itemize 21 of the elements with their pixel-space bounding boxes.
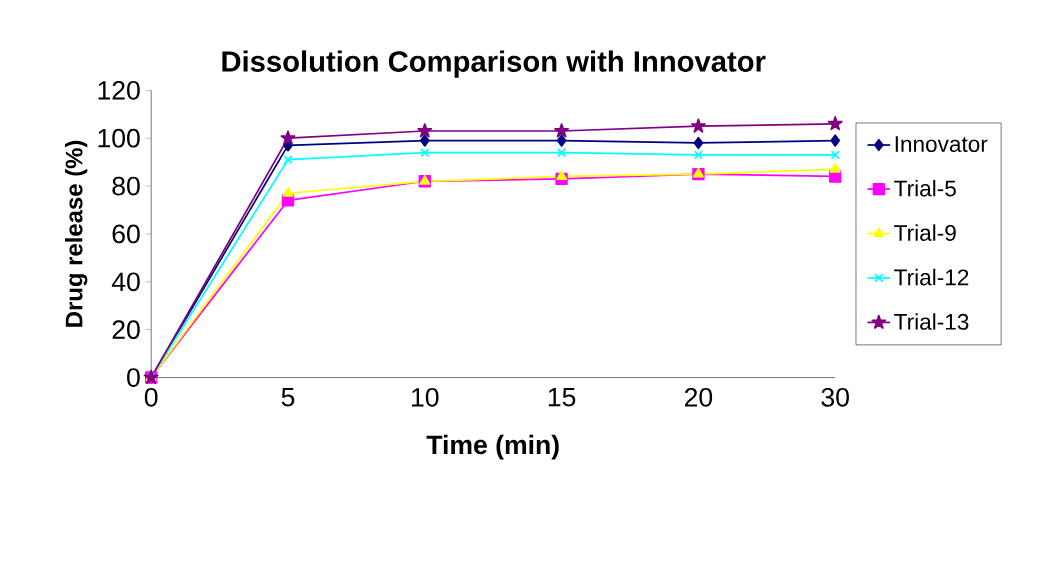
y-tick-label: 100 [98, 128, 140, 148]
x-tick-label: 0 [144, 387, 158, 407]
legend-label: Trial-5 [894, 179, 956, 197]
legend-label: Trial-12 [894, 268, 969, 286]
y-tick-label: 20 [112, 320, 140, 340]
x-tick-label: 5 [281, 387, 295, 407]
x-tick-label: 20 [684, 387, 713, 407]
legend-label: Innovator [895, 136, 988, 153]
x-tick-label: 30 [821, 387, 849, 407]
y-tick-label: 40 [111, 272, 140, 292]
x-axis-title: Time (min) [426, 434, 559, 460]
y-tick-label: 60 [112, 224, 140, 244]
y-tick-label: 80 [112, 176, 140, 196]
x-tick-label: 15 [548, 387, 576, 407]
legend-label: Trial-13 [894, 313, 969, 330]
y-axis-title: Drug release (%) [64, 140, 88, 327]
legend-label: Trial-9 [894, 224, 956, 242]
y-tick-label: 0 [127, 368, 140, 388]
chart-title: Dissolution Comparison with Innovator [222, 50, 766, 78]
x-tick-label: 10 [412, 387, 439, 407]
y-tick-label: 120 [98, 81, 140, 100]
